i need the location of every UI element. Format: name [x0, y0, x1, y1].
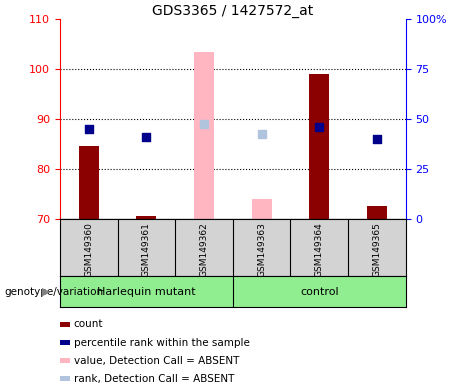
Text: GSM149364: GSM149364: [315, 222, 324, 276]
Point: [315, 124, 323, 130]
Text: GSM149363: GSM149363: [257, 222, 266, 276]
Bar: [367, 207, 387, 219]
Bar: [194, 52, 214, 219]
Text: rank, Detection Call = ABSENT: rank, Detection Call = ABSENT: [74, 374, 234, 384]
Text: genotype/variation: genotype/variation: [5, 287, 104, 297]
Title: GDS3365 / 1427572_at: GDS3365 / 1427572_at: [152, 4, 313, 18]
Point: [85, 126, 92, 132]
Point: [258, 131, 266, 137]
Text: value, Detection Call = ABSENT: value, Detection Call = ABSENT: [74, 356, 239, 366]
Point: [142, 134, 150, 140]
Text: GSM149365: GSM149365: [372, 222, 381, 276]
Text: control: control: [300, 287, 338, 297]
Bar: [309, 74, 329, 219]
Text: count: count: [74, 319, 103, 329]
Point: [200, 121, 207, 127]
Bar: [136, 217, 156, 219]
Text: GSM149361: GSM149361: [142, 222, 151, 276]
Text: ▶: ▶: [42, 287, 50, 297]
Bar: [252, 199, 272, 219]
Point: [373, 136, 381, 142]
Text: Harlequin mutant: Harlequin mutant: [97, 287, 195, 297]
Text: GSM149360: GSM149360: [84, 222, 93, 276]
Text: percentile rank within the sample: percentile rank within the sample: [74, 338, 250, 348]
Text: GSM149362: GSM149362: [200, 222, 208, 276]
Bar: [79, 147, 99, 219]
